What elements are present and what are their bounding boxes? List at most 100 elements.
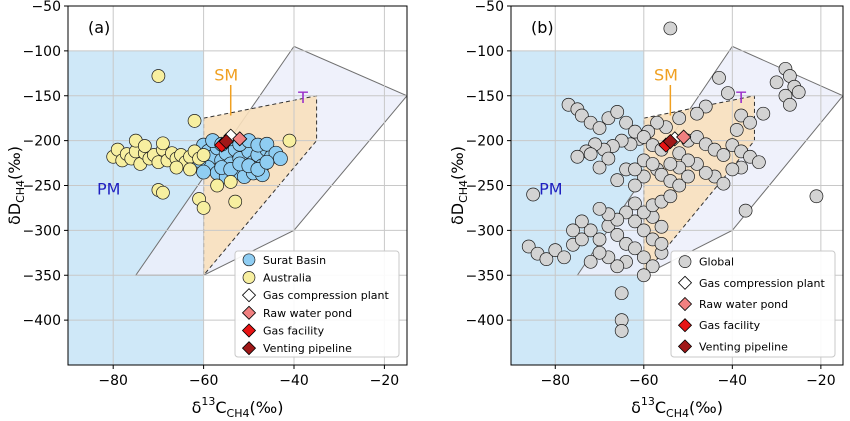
data-point	[663, 157, 678, 171]
y-axis-label: δDCH4(‰)	[5, 146, 27, 225]
data-point	[769, 75, 784, 90]
y-tick-label: −100	[466, 44, 504, 60]
legend-label: Australia	[263, 272, 312, 285]
data-point	[259, 154, 275, 170]
x-axis-label: δ13CCH4(‰)	[631, 395, 723, 420]
legend-label: Venting pipeline	[699, 340, 788, 353]
data-point	[614, 324, 629, 338]
panel-label: (b)	[531, 18, 554, 37]
data-point	[716, 176, 731, 191]
region-label-t: T	[297, 88, 308, 107]
data-point	[610, 105, 625, 119]
data-point-diamond	[232, 131, 248, 147]
data-point	[137, 139, 152, 153]
data-point	[614, 286, 629, 301]
data-point	[610, 173, 625, 187]
data-point	[610, 259, 625, 274]
y-tick-label: −150	[466, 89, 504, 105]
region-label-t: T	[735, 88, 746, 107]
data-point	[628, 196, 642, 211]
y-tick-label: −250	[466, 179, 504, 195]
x-tick-label: −20	[370, 373, 400, 389]
data-point-diamond	[676, 129, 692, 145]
x-tick-label: −60	[629, 373, 659, 389]
data-point	[592, 232, 607, 247]
y-tick-label: −250	[23, 179, 61, 195]
data-point	[654, 219, 669, 234]
region-label-sm: SM	[214, 65, 238, 84]
data-point-diamond	[218, 133, 234, 150]
legend-marker-diamond	[677, 339, 693, 354]
x-tick-label: −20	[806, 373, 836, 389]
legend-marker-circle	[242, 271, 256, 284]
data-point	[716, 148, 731, 162]
data-point	[259, 136, 275, 152]
data-point	[663, 189, 678, 204]
data-point	[183, 162, 197, 177]
data-point	[628, 241, 642, 256]
data-point	[196, 164, 211, 180]
data-point	[672, 111, 687, 126]
region-label-pm: PM	[97, 179, 120, 198]
legend-label: Gas compression plant	[699, 277, 825, 290]
x-tick-label: −60	[189, 373, 219, 389]
data-point	[783, 97, 797, 112]
data-point	[583, 147, 598, 161]
data-point	[650, 115, 664, 130]
y-tick-label: −200	[23, 134, 61, 150]
y-tick-label: −350	[23, 268, 61, 284]
data-point	[698, 166, 713, 180]
legend-marker-diamond	[241, 305, 257, 320]
data-point	[729, 123, 744, 137]
panel-a: PM SM T −80 −60 −40 −20 −50 −100 −150 −200 −250 −300…	[5, 0, 408, 420]
legend-marker-circle	[678, 255, 692, 268]
x-tick-label: −80	[98, 373, 128, 389]
data-point	[156, 136, 170, 151]
legend-label: Global	[699, 256, 734, 269]
data-point	[752, 155, 766, 170]
legend	[234, 250, 400, 358]
data-point	[654, 236, 669, 251]
data-point	[574, 214, 589, 229]
panel-label: (a)	[88, 18, 110, 37]
legend	[670, 250, 836, 358]
data-point	[592, 201, 607, 216]
data-point	[628, 178, 642, 193]
data-point	[156, 185, 170, 200]
data-point	[196, 201, 211, 215]
data-point	[196, 148, 211, 162]
plot-area: PM SM T	[68, 6, 407, 365]
legend-label: Surat Basin	[263, 254, 326, 267]
y-tick-label: −50	[474, 0, 504, 15]
data-point	[619, 115, 633, 130]
legend-marker-diamond	[677, 296, 693, 312]
data-point	[743, 115, 757, 130]
legend-marker-diamond	[677, 275, 693, 290]
data-point	[169, 160, 184, 175]
data-point	[636, 268, 651, 283]
legend-marker-diamond	[241, 323, 257, 338]
region-label-sm: SM	[654, 65, 678, 84]
y-tick-label: −300	[23, 223, 61, 239]
x-tick-label: −40	[718, 373, 748, 389]
data-point	[223, 175, 238, 189]
x-tick-label: −80	[540, 373, 570, 389]
data-point	[738, 203, 753, 218]
data-point	[725, 162, 740, 177]
data-point	[663, 21, 678, 36]
data-point	[228, 194, 243, 209]
data-point	[566, 223, 580, 238]
y-tick-label: −350	[466, 268, 504, 284]
data-point	[681, 169, 695, 184]
data-point	[809, 189, 824, 204]
legend-label: Gas compression plant	[263, 289, 389, 302]
y-tick-label: −150	[23, 89, 61, 105]
x-tick-label: −40	[279, 373, 309, 389]
legend-marker-diamond	[677, 318, 693, 333]
data-point	[557, 250, 571, 265]
legend-label: Venting pipeline	[263, 342, 352, 355]
legend-label: Gas facility	[699, 319, 761, 332]
data-point	[636, 130, 651, 144]
data-point	[628, 162, 642, 177]
pm-region	[68, 50, 204, 365]
